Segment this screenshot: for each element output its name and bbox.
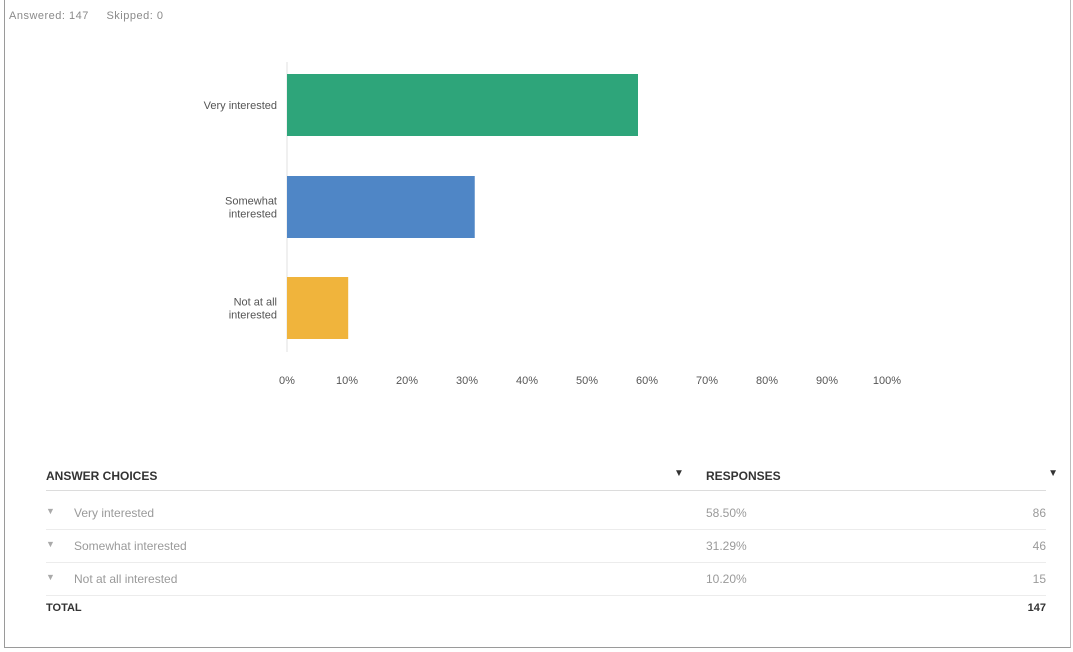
x-tick-label: 70% (696, 375, 718, 387)
response-percent: 31.29% (706, 539, 747, 553)
response-count: 86 (1032, 506, 1046, 520)
x-tick-label: 10% (336, 375, 358, 387)
results-panel (4, 0, 1071, 648)
response-meta: Answered: 147 Skipped: 0 (9, 10, 177, 22)
chevron-down-icon[interactable]: ▼ (46, 506, 55, 516)
total-value: 147 (1027, 602, 1046, 614)
responses-header[interactable]: RESPONSES (706, 469, 781, 483)
x-tick-label: 50% (576, 375, 598, 387)
sort-responses-icon[interactable]: ▼ (1048, 468, 1058, 479)
x-tick-label: 20% (396, 375, 418, 387)
response-count: 15 (1032, 572, 1046, 586)
table-header: ANSWER CHOICES ▼ RESPONSES ▼ (46, 462, 1058, 491)
response-percent: 10.20% (706, 572, 747, 586)
x-tick-label: 80% (756, 375, 778, 387)
table-row[interactable]: ▼ Somewhat interested 31.29% 46 (46, 530, 1046, 563)
bar-very-interested[interactable] (287, 74, 638, 136)
category-label-not-at-all-interested: Not at all interested (229, 297, 277, 322)
sort-choices-icon[interactable]: ▼ (674, 468, 684, 479)
category-label-somewhat-interested: Somewhat interested (225, 196, 277, 221)
table-row[interactable]: ▼ Very interested 58.50% 86 (46, 497, 1046, 530)
x-tick-label: 90% (816, 375, 838, 387)
chevron-down-icon[interactable]: ▼ (46, 539, 55, 549)
response-count: 46 (1032, 539, 1046, 553)
choice-label: Not at all interested (74, 572, 178, 586)
total-label: TOTAL (46, 602, 82, 614)
response-percent: 58.50% (706, 506, 747, 520)
total-row: TOTAL 147 (46, 596, 1046, 620)
answered-count: Answered: 147 (9, 10, 89, 22)
category-label-very-interested: Very interested (204, 100, 277, 112)
x-tick-label: 100% (873, 375, 901, 387)
bar-somewhat-interested[interactable] (287, 176, 475, 238)
bar-chart: Very interested Somewhat interested Not at … (204, 62, 901, 387)
x-tick-label: 0% (279, 375, 295, 387)
x-tick-label: 30% (456, 375, 478, 387)
skipped-count: Skipped: 0 (106, 10, 164, 22)
choice-label: Somewhat interested (74, 539, 187, 553)
chevron-down-icon[interactable]: ▼ (46, 572, 55, 582)
answer-choices-header[interactable]: ANSWER CHOICES (46, 469, 158, 483)
choice-label: Very interested (74, 506, 155, 520)
table-row[interactable]: ▼ Not at all interested 10.20% 15 (46, 563, 1046, 596)
x-tick-label: 60% (636, 375, 658, 387)
x-tick-label: 40% (516, 375, 538, 387)
bar-not-at-all-interested[interactable] (287, 277, 349, 339)
